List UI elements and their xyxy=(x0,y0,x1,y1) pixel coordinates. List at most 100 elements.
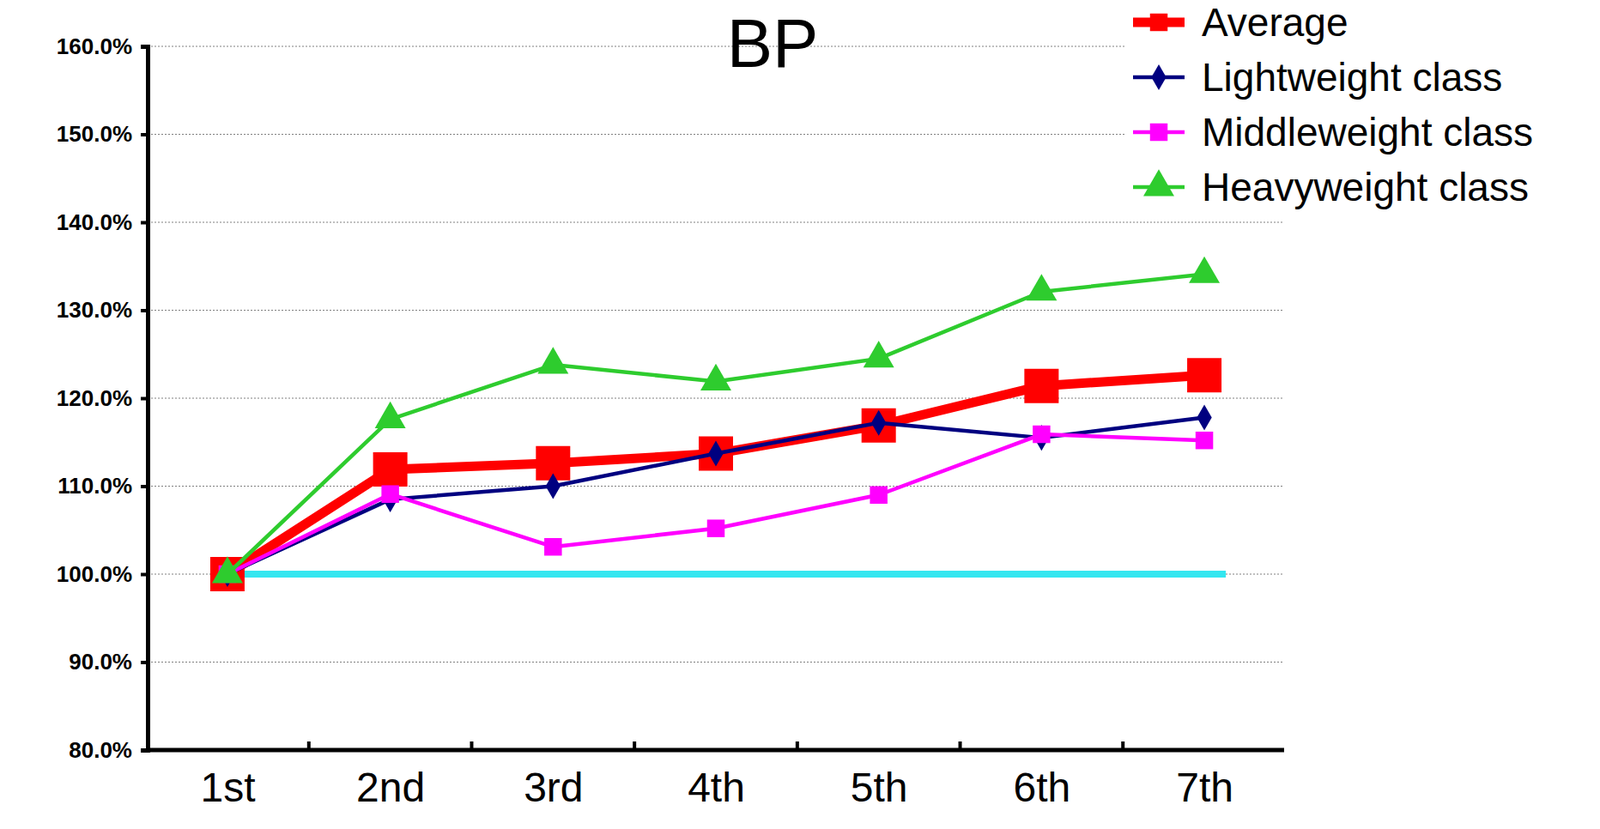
y-tick-label: 90.0% xyxy=(68,648,133,675)
x-tick: 2nd xyxy=(356,764,425,811)
legend-marker xyxy=(1143,169,1175,196)
y-tick-label: 80.0% xyxy=(68,737,133,764)
marker xyxy=(545,472,561,499)
chart-title: BP xyxy=(727,5,819,82)
reference-line xyxy=(214,570,1226,578)
marker xyxy=(373,452,408,487)
marker xyxy=(381,484,399,503)
y-tick-mark xyxy=(140,221,148,225)
x-boundary-marks xyxy=(309,741,1123,751)
y-tick-label: 160.0% xyxy=(56,33,133,60)
marker xyxy=(1188,256,1220,284)
y-tick-mark xyxy=(140,749,148,753)
x-tick-label: 4th xyxy=(687,764,746,811)
legend: Average Lightweight class Middleweight cla… xyxy=(1124,0,1539,217)
y-axis-line xyxy=(140,47,149,752)
marker xyxy=(537,346,569,374)
y-tick-mark xyxy=(140,309,148,313)
y-tick: 160.0% xyxy=(56,33,148,60)
chart: 80.0% 90.0% 100.0% 110.0% 120.0% 130.0% 140.0%… xyxy=(0,0,1600,829)
x-tick-label: 7th xyxy=(1175,764,1234,811)
marker xyxy=(871,410,886,437)
y-tick-mark xyxy=(140,484,148,489)
legend-marker xyxy=(1150,123,1168,141)
x-tick: 1st xyxy=(200,764,255,811)
y-tick: 140.0% xyxy=(56,209,148,236)
y-tick-mark xyxy=(140,660,148,665)
legend-background xyxy=(1124,0,1539,217)
marker xyxy=(708,441,723,467)
series-line xyxy=(227,273,1205,575)
y-tick-mark xyxy=(140,397,148,401)
grid-line xyxy=(147,309,1285,311)
x-tick-label: 1st xyxy=(200,764,255,811)
y-tick: 90.0% xyxy=(68,648,148,675)
y-axis: 80.0% 90.0% 100.0% 110.0% 120.0% 130.0% 140.0%… xyxy=(56,33,149,764)
x-tick-label: 2nd xyxy=(356,764,425,811)
marker xyxy=(1025,273,1057,301)
x-axis: 1st 2nd 3rd 4th 5th 6th 7th xyxy=(147,750,1285,811)
x-boundary-mark xyxy=(795,741,800,751)
grid xyxy=(147,46,1285,751)
y-tick-label: 100.0% xyxy=(56,561,133,588)
marker xyxy=(212,556,243,583)
y-tick-label: 120.0% xyxy=(56,385,133,412)
legend-label: Average xyxy=(1201,0,1349,45)
x-tick: 7th xyxy=(1175,764,1234,811)
legend-marker xyxy=(1150,13,1168,31)
x-boundary-mark xyxy=(307,741,311,751)
x-tick: 3rd xyxy=(523,764,583,811)
legend-marker xyxy=(1151,64,1166,91)
marker xyxy=(1196,405,1212,431)
y-tick-label: 110.0% xyxy=(57,472,133,499)
marker xyxy=(544,538,562,556)
grid-line xyxy=(147,133,1285,135)
x-tick-label: 5th xyxy=(850,764,909,811)
marker xyxy=(863,340,895,368)
x-axis-line xyxy=(147,748,1285,753)
x-boundary-mark xyxy=(632,741,637,751)
series-markers xyxy=(218,425,1214,583)
y-tick: 110.0% xyxy=(57,472,148,499)
marker xyxy=(869,486,887,504)
grid-line xyxy=(147,222,1285,224)
marker xyxy=(1024,369,1059,404)
x-tick-label: 3rd xyxy=(523,764,583,811)
x-tick: 6th xyxy=(1013,764,1072,811)
marker xyxy=(700,363,732,391)
legend-item: Average xyxy=(1133,0,1349,45)
y-tick: 80.0% xyxy=(68,737,148,764)
marker xyxy=(1187,357,1222,393)
y-tick-label: 130.0% xyxy=(56,296,133,323)
series-line xyxy=(227,418,1205,575)
series-markers xyxy=(210,357,1222,592)
x-boundary-mark xyxy=(958,741,963,751)
marker xyxy=(1032,425,1050,443)
y-tick-label: 150.0% xyxy=(56,121,133,147)
grid-line xyxy=(147,46,1285,48)
y-tick-mark xyxy=(140,573,148,577)
grid-line xyxy=(147,661,1285,663)
y-tick-label: 140.0% xyxy=(56,209,133,236)
marker xyxy=(698,436,734,472)
legend-item: Lightweight class xyxy=(1133,54,1503,100)
marker xyxy=(375,401,407,429)
grid-line xyxy=(147,398,1285,400)
x-boundary-mark xyxy=(469,741,473,751)
x-tick: 5th xyxy=(850,764,909,811)
y-tick: 130.0% xyxy=(56,296,148,323)
y-tick-mark xyxy=(140,45,148,49)
marker xyxy=(1195,431,1213,449)
y-tick: 120.0% xyxy=(56,385,148,412)
x-tick: 4th xyxy=(687,764,746,811)
series-line xyxy=(227,434,1205,575)
y-tick: 100.0% xyxy=(56,561,148,588)
legend-item: Heavyweight class xyxy=(1133,164,1529,210)
legend-item: Middleweight class xyxy=(1133,109,1534,155)
y-tick: 150.0% xyxy=(56,121,148,147)
x-tick-label: 6th xyxy=(1013,764,1072,811)
marker xyxy=(707,519,725,537)
series-markers xyxy=(212,256,1220,584)
legend-label: Middleweight class xyxy=(1201,109,1534,155)
y-tick-mark xyxy=(140,133,148,137)
